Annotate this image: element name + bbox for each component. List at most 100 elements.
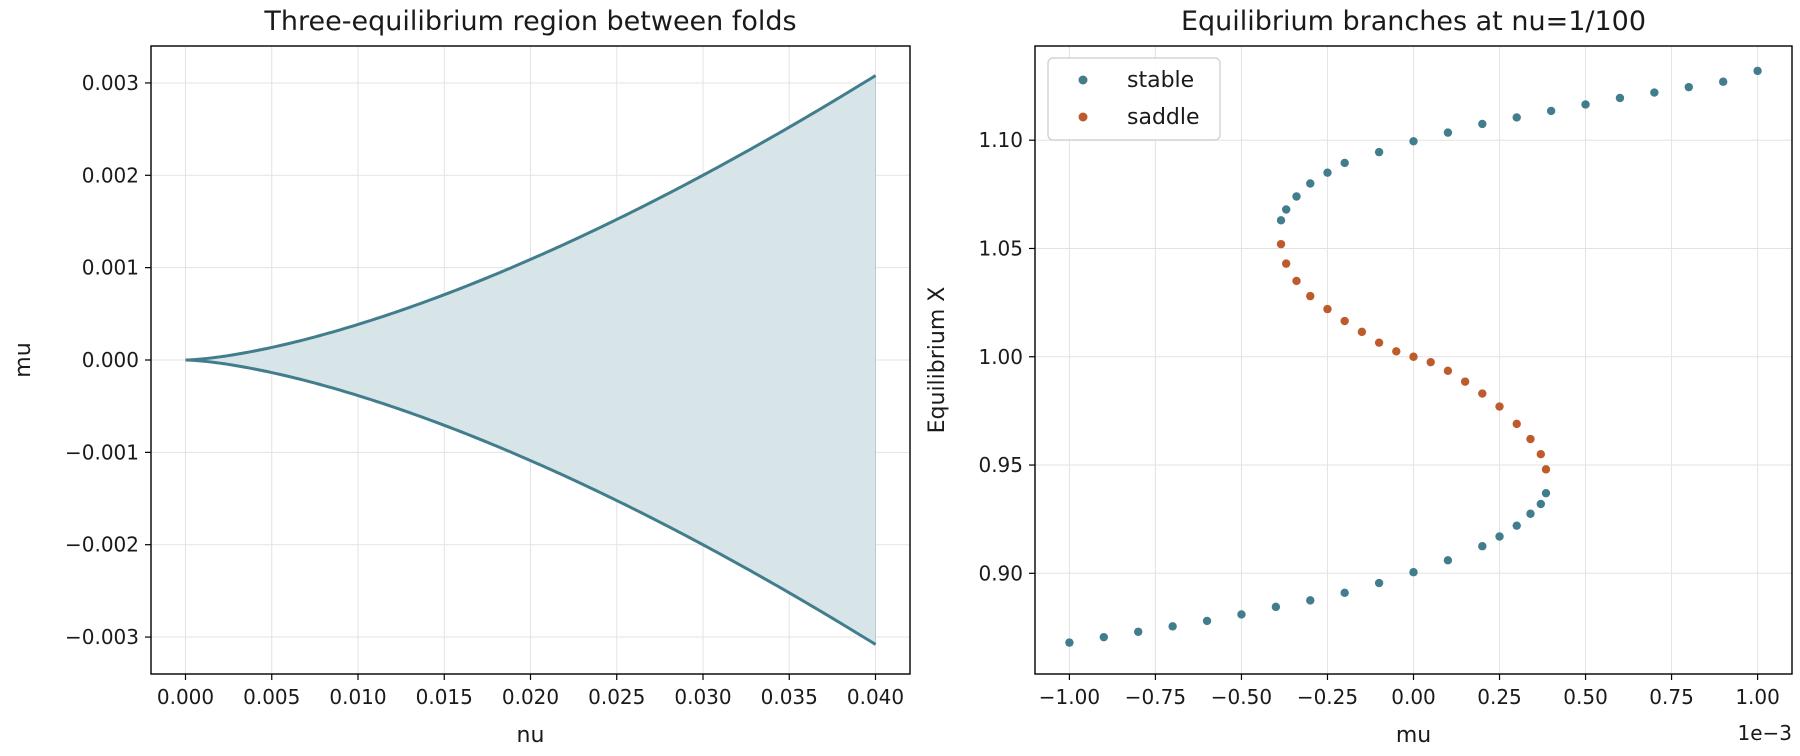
point-stable-26	[1443, 128, 1453, 137]
point-stable-18	[1276, 216, 1286, 225]
point-stable-28	[1512, 113, 1521, 122]
left-x-tick-label-1: 0.005	[243, 685, 300, 709]
point-stable-34	[1718, 77, 1728, 86]
point-stable-21	[1306, 179, 1315, 188]
left-y-tick-label-2: −0.001	[65, 440, 139, 464]
left-y-tick-label-1: −0.002	[65, 533, 139, 557]
point-stable-7	[1306, 596, 1315, 605]
point-saddle-7	[1374, 338, 1384, 347]
point-saddle-11	[1443, 366, 1453, 376]
left-x-axis-label: nu	[517, 723, 545, 748]
point-stable-0	[1065, 638, 1074, 647]
left-ticks: 0.000 0.005 0.010 0.015 0.020 0.025 0.030 0.035…	[65, 71, 904, 709]
right-y-tick-label-3: 1.05	[978, 236, 1023, 260]
point-saddle-1	[1281, 259, 1291, 268]
right-y-tick-label-1: 0.95	[978, 453, 1023, 477]
right-scatter-points	[1065, 66, 1762, 647]
point-stable-31	[1615, 93, 1625, 103]
right-x-tick-label-2: −0.50	[1211, 685, 1272, 709]
left-y-tick-label-5: 0.002	[82, 163, 139, 187]
point-saddle-2	[1292, 276, 1301, 286]
left-lower-fold-line	[185, 358, 877, 646]
right-x-scale-label: 1e−3	[1737, 721, 1792, 745]
point-saddle-0	[1276, 239, 1286, 249]
point-saddle-16	[1526, 434, 1535, 444]
legend-box	[1047, 57, 1221, 141]
point-stable-14	[1512, 521, 1521, 530]
left-x-tick-label-7: 0.035	[761, 685, 818, 709]
left-x-tick-label-8: 0.040	[847, 685, 904, 709]
left-y-tick-label-0: −0.003	[65, 625, 139, 649]
point-stable-32	[1650, 88, 1659, 97]
right-x-tick-label-6: 0.50	[1563, 685, 1608, 709]
right-y-tick-label-4: 1.10	[978, 128, 1023, 152]
left-chart-title: Three-equilibrium region between folds	[263, 6, 796, 37]
right-x-tick-label-1: −0.75	[1125, 685, 1186, 709]
legend-label-saddle: saddle	[1127, 105, 1200, 130]
point-stable-5	[1237, 610, 1246, 619]
point-saddle-10	[1426, 357, 1435, 367]
point-stable-33	[1684, 82, 1693, 92]
point-saddle-12	[1460, 377, 1470, 386]
point-stable-2	[1134, 627, 1143, 636]
point-stable-20	[1292, 192, 1301, 201]
right-chart-panel: −1.00 −0.75 −0.50 −0.25 0.00 0.25 0.50 0.75 1.00…	[925, 6, 1793, 748]
left-y-tick-label-6: 0.003	[82, 71, 139, 95]
point-stable-29	[1546, 106, 1556, 116]
point-saddle-14	[1495, 402, 1504, 411]
point-saddle-13	[1478, 389, 1487, 398]
point-stable-8	[1340, 588, 1349, 597]
point-saddle-9	[1409, 352, 1418, 361]
point-saddle-3	[1306, 291, 1315, 301]
right-y-tick-label-2: 1.00	[978, 345, 1023, 369]
point-stable-35	[1753, 66, 1762, 76]
left-x-tick-label-6: 0.030	[674, 685, 731, 709]
point-saddle-15	[1512, 419, 1521, 429]
point-stable-16	[1536, 499, 1546, 509]
point-stable-27	[1478, 119, 1487, 129]
point-saddle-8	[1392, 347, 1401, 356]
left-y-tick-label-4: 0.001	[82, 256, 139, 280]
point-stable-24	[1374, 147, 1384, 157]
left-axes-frame	[150, 45, 911, 675]
left-x-tick-label-5: 0.025	[588, 685, 645, 709]
point-stable-30	[1581, 100, 1590, 109]
right-axes-frame	[1034, 45, 1793, 675]
right-x-tick-label-7: 0.75	[1649, 685, 1694, 709]
right-x-tick-label-8: 1.00	[1735, 685, 1780, 709]
point-stable-6	[1271, 602, 1281, 612]
right-x-tick-label-5: 0.25	[1477, 685, 1522, 709]
right-y-axis-label: Equilibrium X	[925, 287, 950, 434]
legend-marker-saddle	[1078, 112, 1088, 122]
left-x-tick-label-3: 0.015	[416, 685, 473, 709]
left-chart-panel: 0.000 0.005 0.010 0.015 0.020 0.025 0.030 0.035…	[11, 6, 911, 748]
point-stable-13	[1495, 532, 1504, 541]
point-stable-3	[1168, 622, 1177, 631]
point-stable-9	[1374, 578, 1384, 588]
point-stable-22	[1323, 168, 1332, 177]
point-stable-11	[1443, 556, 1453, 565]
point-stable-23	[1340, 158, 1349, 168]
point-stable-25	[1409, 137, 1418, 146]
point-stable-4	[1202, 616, 1212, 626]
point-stable-15	[1526, 509, 1535, 518]
left-x-tick-label-0: 0.000	[157, 685, 214, 709]
point-saddle-18	[1541, 465, 1551, 474]
legend-marker-stable	[1078, 75, 1088, 85]
left-y-tick-label-3: 0.000	[82, 348, 139, 372]
legend: stable saddle	[1047, 57, 1221, 141]
point-saddle-5	[1340, 316, 1349, 326]
right-x-tick-label-0: −1.00	[1039, 685, 1100, 709]
left-upper-fold-line	[185, 74, 877, 362]
point-stable-12	[1478, 542, 1487, 551]
point-saddle-4	[1323, 304, 1332, 314]
point-saddle-6	[1357, 327, 1367, 337]
point-stable-17	[1541, 488, 1551, 498]
point-stable-1	[1099, 632, 1109, 642]
legend-label-stable: stable	[1127, 68, 1194, 93]
right-x-tick-label-3: −0.25	[1297, 685, 1358, 709]
right-x-tick-label-4: 0.00	[1391, 685, 1436, 709]
point-saddle-17	[1536, 450, 1546, 459]
left-y-axis-label: mu	[11, 342, 36, 377]
